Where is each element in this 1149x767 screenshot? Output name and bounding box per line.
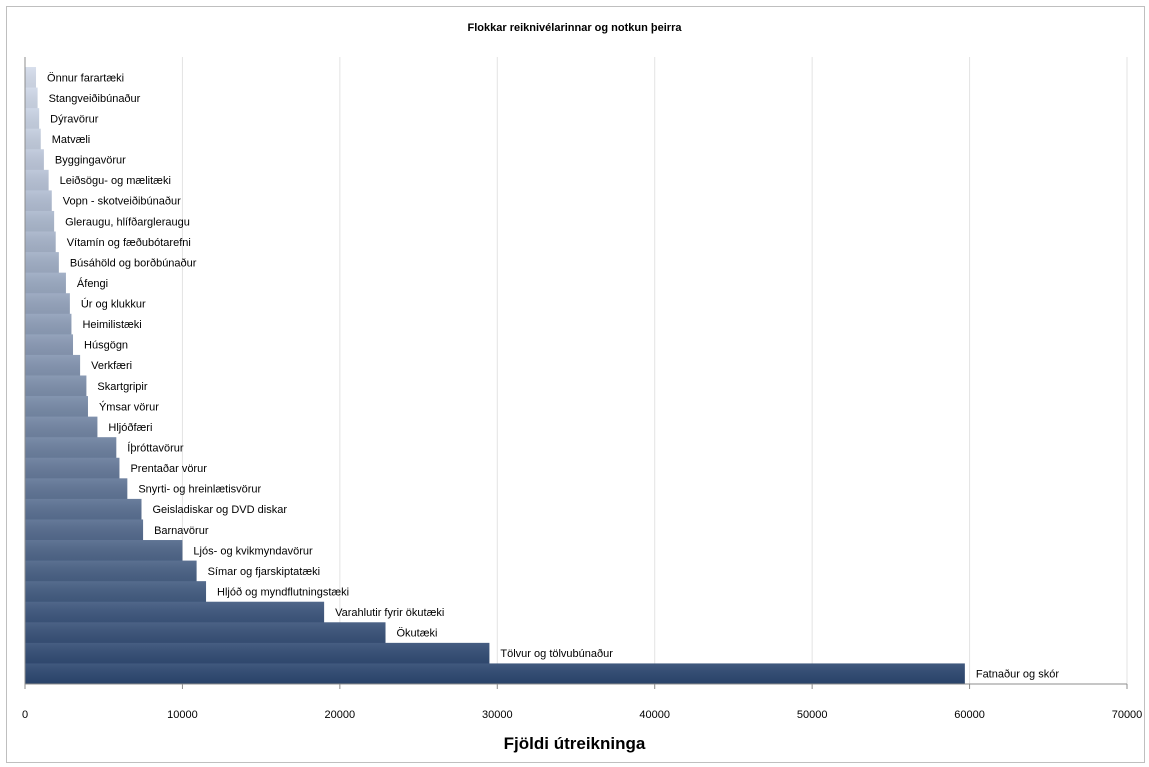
bar-shade <box>25 231 56 253</box>
bar-shade <box>25 334 74 356</box>
bar-label: Leiðsögu- og mælitæki <box>60 175 171 187</box>
x-tick-label: 60000 <box>954 709 985 721</box>
bar-shade <box>25 108 40 130</box>
x-tick-label: 30000 <box>482 709 513 721</box>
x-tick-label: 10000 <box>167 709 198 721</box>
x-axis-title: Fjöldi útreikninga <box>503 734 646 753</box>
bar-shade <box>25 642 490 664</box>
bar-label: Íþróttavörur <box>127 441 184 454</box>
x-tick-label: 0 <box>22 709 28 721</box>
x-tick-label: 50000 <box>797 709 828 721</box>
x-tick-label: 40000 <box>639 709 670 721</box>
bar-label: Úr og klukkur <box>81 298 146 311</box>
bar-shade <box>25 67 37 88</box>
bar-label: Áfengi <box>77 277 108 290</box>
bar-label: Geisladiskar og DVD diskar <box>152 504 287 516</box>
bar-shade <box>25 498 142 520</box>
bar-shade <box>25 416 98 438</box>
bar-label: Prentaðar vörur <box>130 463 207 475</box>
bar-shade <box>25 272 66 294</box>
bar-shade <box>25 252 59 274</box>
bar-shade <box>25 437 117 459</box>
bar-label: Símar og fjarskiptatæki <box>208 566 320 578</box>
bar-shade <box>25 396 88 418</box>
bar-label: Snyrti- og hreinlætisvörur <box>138 484 261 496</box>
bar-label: Gleraugu, hlífðargleraugu <box>65 216 190 228</box>
bar-shade <box>25 128 41 150</box>
bar-label: Tölvur og tölvubúnaður <box>500 648 613 660</box>
bar-label: Hljóðfæri <box>108 422 152 434</box>
bar-shade <box>25 313 72 335</box>
bar-shade <box>25 663 965 685</box>
bar-label: Búsáhöld og borðbúnaður <box>70 257 197 269</box>
bar-label: Skartgripir <box>97 381 147 393</box>
bar-label: Vítamín og fæðubótarefni <box>67 237 191 249</box>
bar-label: Barnavörur <box>154 525 209 537</box>
bar-label: Varahlutir fyrir ökutæki <box>335 607 444 619</box>
bar-label: Ýmsar vörur <box>99 400 159 413</box>
bar-label: Byggingavörur <box>55 155 126 167</box>
bar-label: Ökutæki <box>397 628 438 640</box>
bar-shade <box>25 581 207 603</box>
bar-label: Önnur farartæki <box>47 72 124 84</box>
bar-label: Heimilistæki <box>82 319 141 331</box>
bar-shade <box>25 519 144 541</box>
bar-label: Stangveiðibúnaður <box>49 93 141 105</box>
bar-label: Matvæli <box>52 134 91 146</box>
bar-shade <box>25 622 386 644</box>
bar-label: Fatnaður og skór <box>976 669 1059 681</box>
bar-shade <box>25 478 128 500</box>
bar-label: Ljós- og kvikmyndavörur <box>193 545 313 557</box>
bar-label: Hljóð og myndflutningstæki <box>217 586 349 598</box>
x-tick-label: 70000 <box>1112 709 1143 721</box>
bar-shade <box>25 457 120 479</box>
bar-shade <box>25 210 55 232</box>
bar-label: Vopn - skotveiðibúnaður <box>63 196 181 208</box>
bar-shade <box>25 169 49 191</box>
bar-shade <box>25 293 70 315</box>
bar-shade <box>25 375 87 397</box>
bar-shade <box>25 190 52 212</box>
x-tick-label: 20000 <box>325 709 356 721</box>
bar-shade <box>25 601 325 623</box>
bar-shade <box>25 560 197 582</box>
bar-label: Verkfæri <box>91 360 132 372</box>
chart-title: Flokkar reiknivélarinnar og notkun þeirr… <box>467 22 682 34</box>
bar-shade <box>25 540 183 561</box>
bar-shade <box>25 149 44 171</box>
bar-label: Dýravörur <box>50 113 99 125</box>
bar-shade <box>25 87 38 109</box>
bar-label: Húsgögn <box>84 340 128 352</box>
bar-shade <box>25 354 81 376</box>
